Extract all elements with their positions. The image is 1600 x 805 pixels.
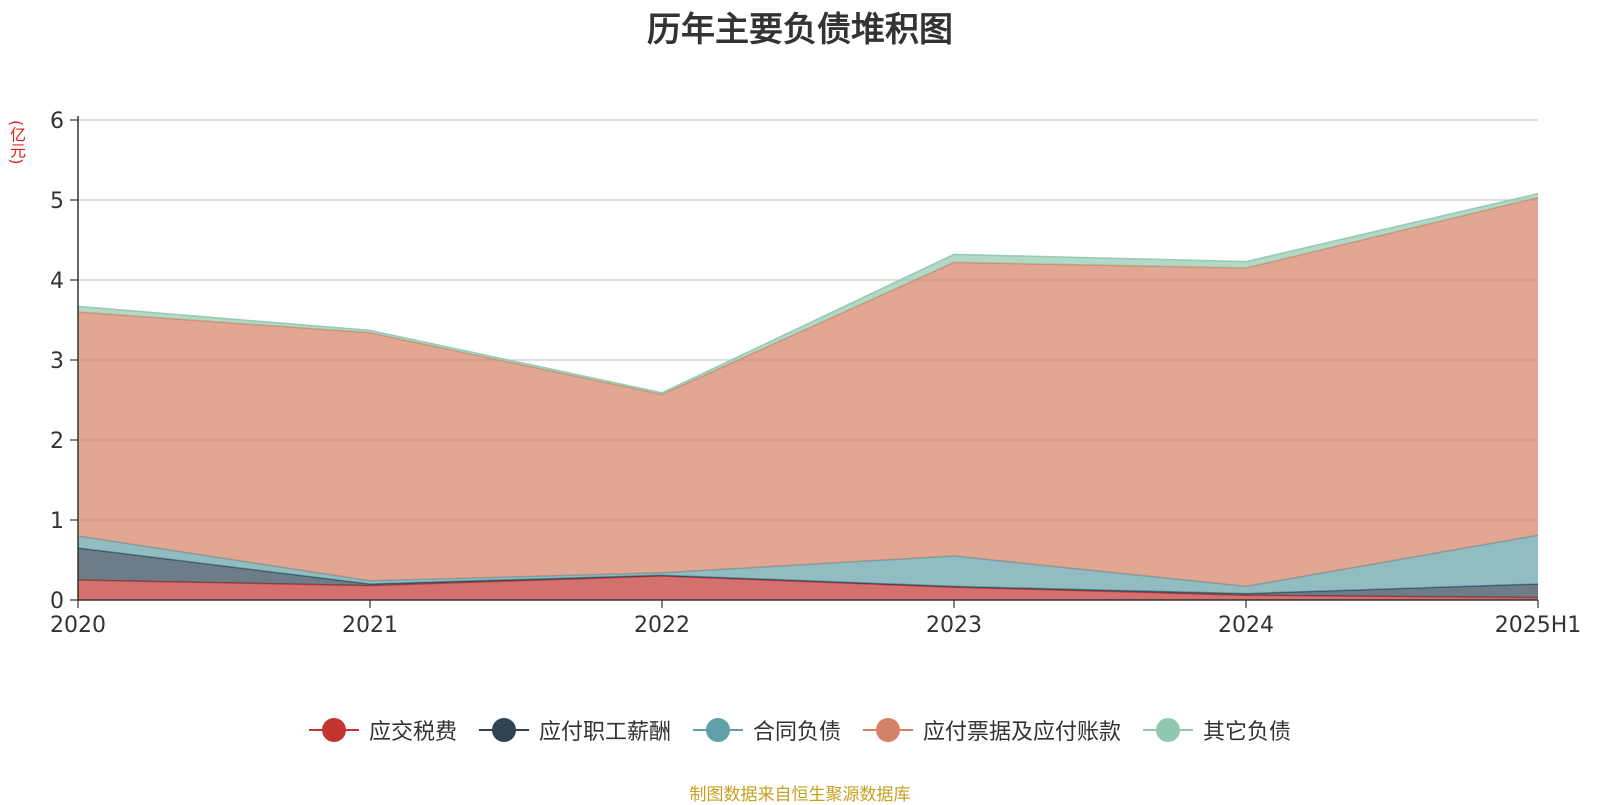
- chart-legend: 应交税费 应付职工薪酬 合同负债 应付票据及应付账款 其它负债: [0, 714, 1600, 746]
- x-tick-label: 2022: [634, 613, 690, 638]
- legend-marker-icon: [863, 716, 913, 744]
- y-tick-label: 3: [50, 349, 64, 374]
- y-tick-label: 1: [50, 509, 64, 534]
- legend-label: 合同负债: [752, 720, 841, 745]
- y-axis-unit-label: (亿元): [7, 120, 26, 165]
- area-series: [78, 197, 1538, 587]
- y-tick-label: 0: [50, 589, 64, 614]
- legend-item[interactable]: 其它负债: [1143, 714, 1291, 746]
- series-line: [77, 192, 1539, 394]
- x-tick-label: 2024: [1218, 613, 1274, 638]
- y-tick-label: 6: [50, 109, 64, 134]
- legend-marker-icon: [478, 716, 529, 744]
- legend-marker-icon: [308, 716, 359, 744]
- legend-item[interactable]: 应交税费: [308, 714, 457, 746]
- y-tick-label: 5: [50, 189, 64, 214]
- legend-marker-icon: [692, 716, 743, 744]
- legend-label: 应交税费: [368, 720, 457, 745]
- legend-label: 应付票据及应付账款: [923, 720, 1122, 745]
- legend-marker-icon: [1143, 716, 1194, 744]
- legend-label: 其它负债: [1203, 720, 1292, 745]
- x-tick-label: 2020: [50, 613, 106, 638]
- legend-item[interactable]: 应付票据及应付账款: [863, 714, 1121, 746]
- y-tick-label: 2: [50, 429, 64, 454]
- x-tick-label: 2023: [926, 613, 982, 638]
- legend-label: 应付职工薪酬: [538, 720, 671, 745]
- y-tick-label: 4: [50, 269, 64, 294]
- x-tick-label: 2025H1: [1495, 613, 1582, 638]
- x-tick-label: 2021: [342, 613, 398, 638]
- legend-item[interactable]: 合同负债: [692, 714, 841, 746]
- area-series: [78, 548, 1538, 598]
- chart-title: 历年主要负债堆积图: [647, 10, 953, 50]
- area-series: [78, 576, 1538, 600]
- legend-item[interactable]: 应付职工薪酬: [478, 714, 671, 746]
- source-note: 制图数据来自恒生聚源数据库: [689, 785, 911, 805]
